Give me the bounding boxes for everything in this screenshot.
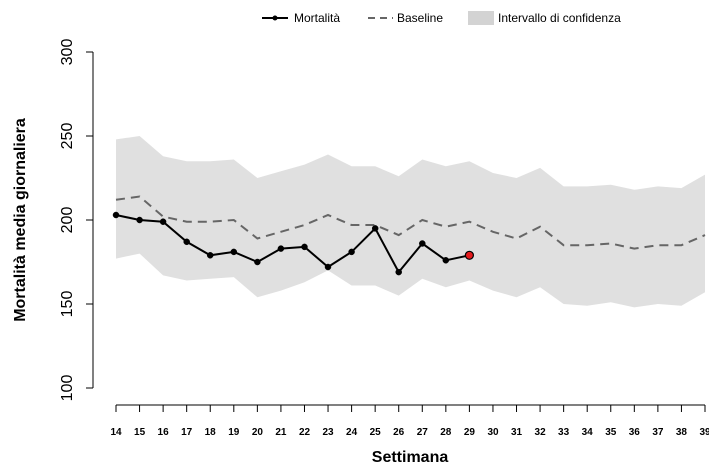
baseline-layer (115, 195, 706, 250)
legend-mortality-marker (272, 15, 278, 21)
mortality-point (183, 238, 190, 246)
mortality-point (348, 248, 355, 256)
x-tick-label: 22 (299, 427, 311, 438)
x-tick-label: 25 (370, 427, 382, 438)
x-tick-label: 21 (275, 427, 287, 438)
y-axis-title: Mortalità media giornaliera (12, 118, 29, 322)
mortality-point (136, 216, 143, 224)
mortality-point (324, 263, 332, 271)
legend-baseline-label: Baseline (397, 11, 443, 25)
legend-band-label: Intervallo di confidenza (498, 11, 621, 25)
y-tick-label: 300 (59, 39, 76, 66)
mortality-point (206, 252, 214, 259)
x-tick-label: 31 (511, 427, 523, 438)
confidence-band-layer (116, 136, 705, 308)
x-tick-label: 17 (181, 427, 193, 438)
x-tick-label: 16 (158, 427, 170, 438)
mortality-point (230, 248, 238, 256)
x-axis-title: Settimana (372, 449, 449, 464)
x-tick-label: 38 (676, 427, 688, 438)
x-tick-label: 24 (346, 427, 358, 438)
x-tick-label: 18 (205, 427, 217, 438)
mortality-point (419, 240, 426, 247)
x-tick-label: 35 (605, 427, 617, 438)
axes-layer: 100 150 200 250 300 14 15 16 17 18 19 20 21 22 23 24 25 2… (59, 39, 709, 438)
legend-mortality-label: Mortalità (294, 11, 340, 25)
y-tick-label: 100 (59, 375, 76, 402)
mortality-point (159, 218, 167, 225)
x-tick-label: 34 (582, 427, 594, 438)
mortality-point (371, 225, 379, 232)
y-tick-label: 150 (59, 291, 76, 318)
mortality-point (301, 243, 308, 251)
x-tick-label: 36 (629, 427, 641, 438)
x-tick-label: 29 (464, 427, 476, 438)
baseline-line (115, 195, 706, 250)
x-tick-label: 14 (110, 427, 122, 438)
mortality-point-highlight (464, 250, 474, 260)
x-tick-label: 23 (322, 427, 334, 438)
legend: Mortalità Baseline Intervallo di confidenz… (262, 11, 621, 25)
mortality-point (112, 211, 120, 219)
x-tick-label: 15 (134, 427, 146, 438)
mortality-point (442, 257, 450, 264)
x-tick-label: 39 (699, 427, 709, 438)
x-tick-label: 33 (558, 427, 570, 438)
y-tick-label: 200 (59, 207, 76, 234)
x-tick-label: 20 (252, 427, 264, 438)
confidence-band (116, 136, 705, 308)
x-tick-label: 37 (652, 427, 664, 438)
y-tick-label: 250 (59, 123, 76, 150)
x-tick-label: 28 (440, 427, 452, 438)
x-tick-label: 32 (535, 427, 547, 438)
mortality-point (277, 245, 285, 252)
x-tick-label: 30 (487, 427, 499, 438)
legend-band-swatch (468, 11, 494, 25)
mortality-line (115, 214, 470, 274)
x-tick-label: 26 (393, 427, 405, 438)
mortality-layer (112, 211, 474, 276)
mortality-point (395, 268, 402, 276)
x-tick-label: 19 (228, 427, 240, 438)
x-tick-label: 27 (417, 427, 429, 438)
mortality-point (254, 258, 261, 266)
